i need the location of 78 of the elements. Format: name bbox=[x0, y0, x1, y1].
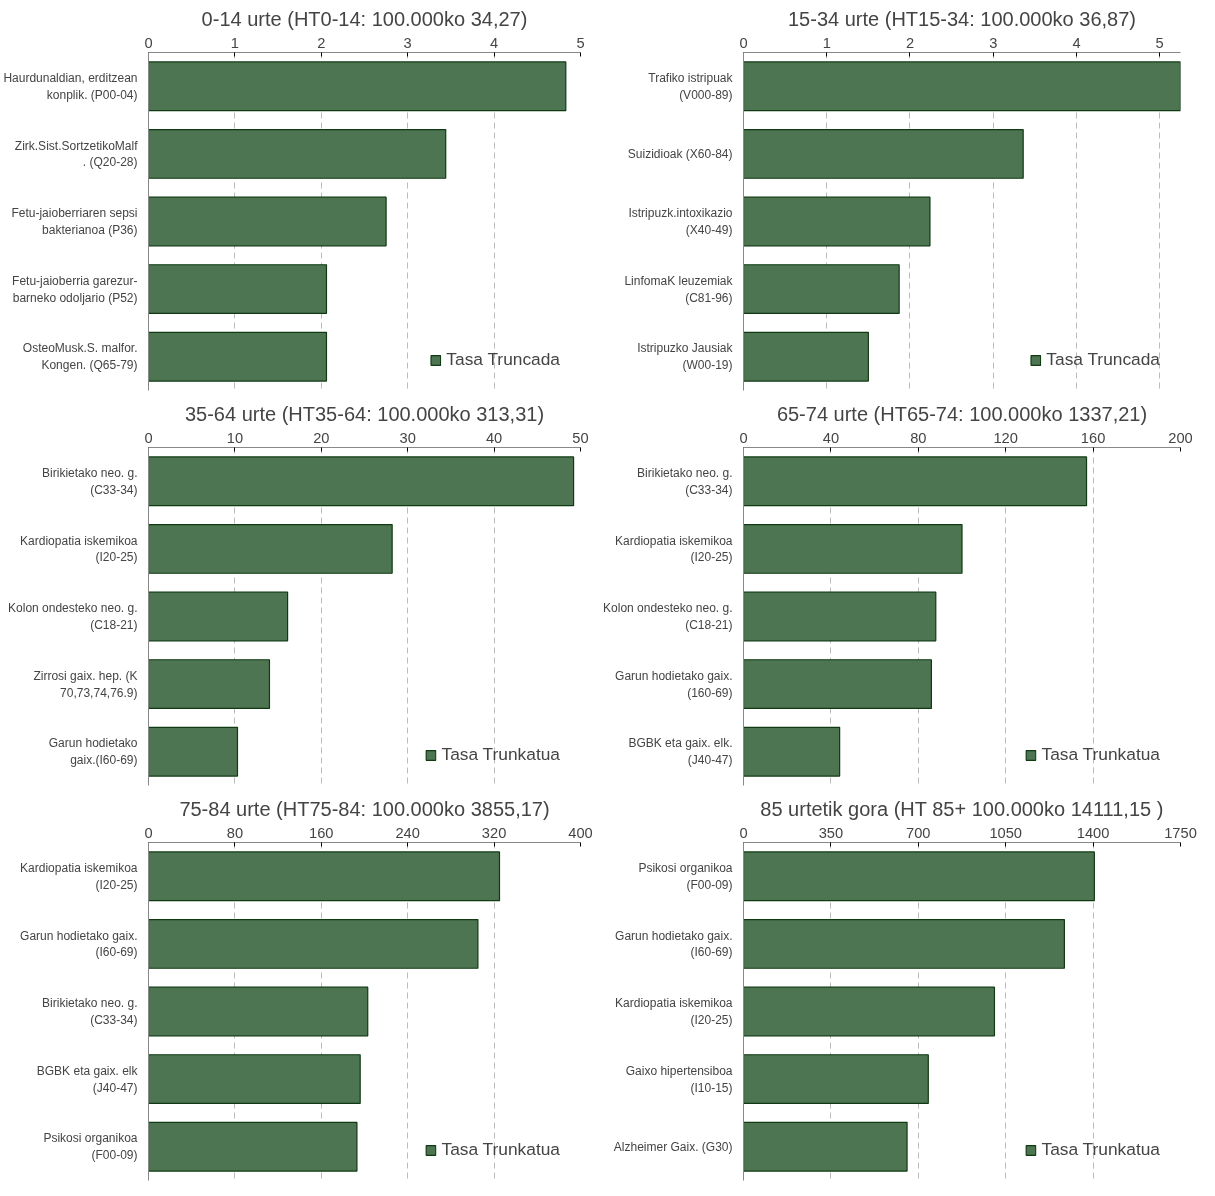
y-tick-label: Trafiko istripuak (V000-89) bbox=[648, 70, 734, 102]
chart-title: 75-84 urte (HT75-84: 100.000ko 3855,17) bbox=[179, 797, 550, 820]
x-tick-label: 10 bbox=[226, 429, 244, 446]
x-tick-label: 30 bbox=[399, 429, 416, 446]
x-tick-label: 80 bbox=[910, 429, 927, 446]
legend-label: Tasa Trunkatua bbox=[441, 1139, 560, 1160]
x-tick-label: 80 bbox=[226, 824, 244, 841]
y-tick-label: Istripuzk.intoxikazio (X40-49) bbox=[628, 206, 733, 237]
y-tick-label: Birikietako neo. g. (C33-34) bbox=[42, 465, 138, 497]
x-tick-label: 4 bbox=[490, 34, 499, 51]
x-tick-label: 0 bbox=[739, 34, 748, 51]
y-tick-label: Kardiopatia iskemikoa (I20-25) bbox=[20, 860, 138, 892]
legend-label: Tasa Truncada bbox=[446, 349, 560, 370]
chart-title: 65-74 urte (HT65-74: 100.000ko 1337,21) bbox=[776, 402, 1148, 425]
x-tick-label: 0 bbox=[739, 429, 748, 446]
y-tick-label: Kardiopatia iskemikoa (I20-25) bbox=[615, 996, 733, 1027]
x-tick-label: 40 bbox=[822, 429, 840, 446]
x-tick-label: 1050 bbox=[989, 824, 1023, 841]
x-tick-label: 50 bbox=[572, 429, 589, 446]
x-tick-label: 240 bbox=[395, 824, 420, 841]
legend-label: Tasa Truncada bbox=[1046, 349, 1160, 370]
legend-label: Tasa Trunkatua bbox=[1041, 744, 1160, 765]
y-tick-label: Fetu-jaioberria garezur-barneko odoljario (P52) bbox=[12, 273, 138, 305]
x-tick-label: 4 bbox=[1072, 34, 1081, 51]
y-tick-label: BGBK eta gaix. elk (J40-47) bbox=[36, 1063, 139, 1095]
y-tick-label: Suizidioak (X60-84) bbox=[627, 146, 733, 161]
y-tick-label: Gaixo hipertensiboa (I10-15) bbox=[625, 1063, 733, 1095]
x-tick-label: 1400 bbox=[1076, 824, 1110, 841]
y-tick-label: Birikietako neo. g. (C33-34) bbox=[42, 996, 138, 1027]
chart-title: 0-14 urte (HT0-14: 100.000ko 34,27) bbox=[201, 7, 528, 30]
x-tick-label: 5 bbox=[1155, 34, 1164, 51]
chart-title: 15-34 urte (HT15-34: 100.000ko 36,87) bbox=[788, 7, 1136, 30]
x-tick-label: 3 bbox=[989, 34, 998, 51]
x-tick-label: 1 bbox=[230, 34, 239, 51]
x-tick-label: 0 bbox=[739, 824, 748, 841]
y-tick-label: Kolon ondesteko neo. g. (C18-21) bbox=[603, 601, 733, 632]
y-tick-label: Alzheimer Gaix. (G30) bbox=[613, 1139, 733, 1154]
x-tick-label: 700 bbox=[906, 824, 931, 841]
x-tick-label: 2 bbox=[905, 34, 915, 51]
y-tick-label: Kardiopatia iskemikoa (I20-25) bbox=[20, 533, 138, 565]
chart-title: 35-64 urte (HT35-64: 100.000ko 313,31) bbox=[184, 402, 545, 425]
y-tick-label: Garun hodietako gaix. (I60-69) bbox=[20, 928, 138, 960]
legend-label: Tasa Trunkatua bbox=[441, 744, 560, 765]
y-tick-label: Kolon ondesteko neo. g. (C18-21) bbox=[8, 601, 138, 632]
y-tick-label: Zirrosi gaix. hep. (K 70,73,74,76.9) bbox=[33, 668, 138, 700]
x-tick-label: 0 bbox=[144, 34, 153, 51]
y-tick-label: LinfomaK leuzemiak (C81-96) bbox=[624, 273, 734, 305]
y-tick-label: OsteoMusk.S. malfor. Kongen. (Q65-79) bbox=[22, 341, 138, 373]
x-tick-label: 320 bbox=[481, 824, 507, 841]
x-tick-label: 200 bbox=[1168, 429, 1193, 446]
legend-label: Tasa Trunkatua bbox=[1041, 1139, 1160, 1160]
y-tick-label: Psikosi organikoa (F00-09) bbox=[638, 860, 733, 892]
y-tick-label: Kardiopatia iskemikoa (I20-25) bbox=[615, 533, 733, 565]
x-tick-label: 1 bbox=[822, 34, 831, 51]
x-tick-label: 5 bbox=[576, 34, 585, 51]
x-tick-label: 400 bbox=[568, 824, 593, 841]
x-tick-label: 120 bbox=[993, 429, 1018, 446]
x-tick-label: 1750 bbox=[1164, 824, 1197, 841]
x-tick-label: 160 bbox=[1080, 429, 1106, 446]
y-tick-label: BGBK eta gaix. elk. (J40-47) bbox=[628, 736, 733, 768]
y-tick-label: Istripuzko Jausiak (W00-19) bbox=[637, 341, 734, 373]
x-tick-label: 0 bbox=[144, 429, 153, 446]
y-tick-label: Garun hodietako gaix. (160-69) bbox=[615, 668, 733, 700]
x-tick-label: 0 bbox=[144, 824, 153, 841]
y-tick-label: Haurdunaldian, erditzean konplik. (P00-04) bbox=[3, 70, 138, 102]
y-tick-label: Garun hodietako gaix.(I60-69) bbox=[48, 736, 138, 768]
x-tick-label: 3 bbox=[403, 34, 412, 51]
y-tick-label: Garun hodietako gaix. (I60-69) bbox=[615, 928, 733, 960]
x-tick-label: 350 bbox=[818, 824, 844, 841]
y-tick-label: Zirk.Sist.SortzetikoMalf. (Q20-28) bbox=[14, 138, 139, 170]
y-tick-label: Fetu-jaioberriaren sepsi bakterianoa (P36) bbox=[11, 206, 138, 237]
y-tick-label: Psikosi organikoa (F00-09) bbox=[43, 1131, 138, 1163]
x-tick-label: 20 bbox=[313, 429, 330, 446]
x-tick-label: 160 bbox=[309, 824, 334, 841]
x-tick-label: 2 bbox=[317, 34, 326, 51]
chart-title: 85 urtetik gora (HT 85+ 100.000ko 14111,15 ) bbox=[760, 797, 1164, 820]
y-tick-label: Birikietako neo. g. (C33-34) bbox=[637, 465, 733, 497]
x-tick-label: 40 bbox=[485, 429, 503, 446]
